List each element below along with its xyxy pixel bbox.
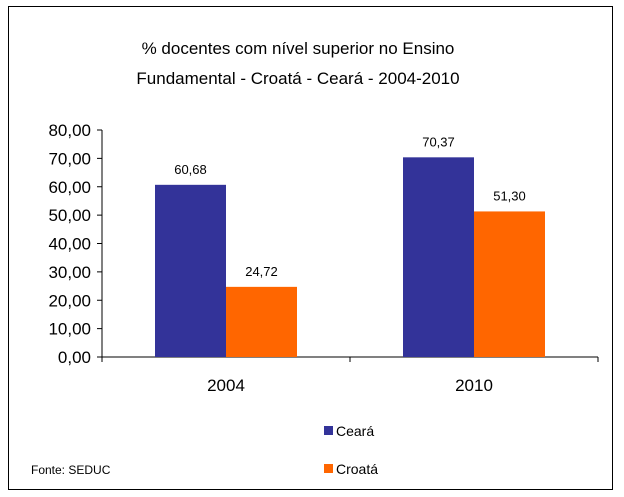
legend: Ceará Croatá <box>324 423 378 477</box>
bar-cear-2004 <box>155 184 226 357</box>
bars <box>155 157 545 357</box>
legend-swatch-ceara <box>324 426 333 435</box>
y-tick-label: 0,00 <box>58 348 91 367</box>
y-tick-label: 60,00 <box>48 178 91 197</box>
bar-croat-2004 <box>226 286 297 357</box>
data-label: 24,72 <box>245 264 278 279</box>
y-tick-label: 30,00 <box>48 263 91 282</box>
y-tick-label: 20,00 <box>48 291 91 310</box>
y-tick-label: 40,00 <box>48 235 91 254</box>
bar-cear-2010 <box>403 157 474 357</box>
y-tick-label: 50,00 <box>48 206 91 225</box>
data-label: 60,68 <box>174 162 207 177</box>
legend-label-croata: Croatá <box>336 461 378 477</box>
y-tick-label: 70,00 <box>48 149 91 168</box>
legend-label-ceara: Ceará <box>336 423 374 439</box>
chart-title-line-1: % docentes com nível superior no Ensino <box>142 39 455 58</box>
data-labels: 60,68 24,72 70,37 51,30 <box>174 134 526 279</box>
legend-swatch-croata <box>324 464 333 473</box>
y-axis: 0,00 10,00 20,00 30,00 40,00 50,00 60,00 70,00 8… <box>48 121 103 367</box>
x-tick-label: 2004 <box>207 376 245 395</box>
y-tick-label: 10,00 <box>48 320 91 339</box>
chart-title-line-2: Fundamental - Croatá - Ceará - 2004-2010 <box>136 69 459 88</box>
chart-title: % docentes com nível superior no Ensino … <box>136 39 459 88</box>
data-label: 51,30 <box>493 188 526 203</box>
source-note: Fonte: SEDUC <box>31 463 111 477</box>
y-tick-label: 80,00 <box>48 121 91 140</box>
x-tick-label: 2010 <box>455 376 493 395</box>
bar-croat-2010 <box>474 211 545 357</box>
data-label: 70,37 <box>422 134 455 149</box>
x-axis: 2004 2010 <box>101 356 599 395</box>
